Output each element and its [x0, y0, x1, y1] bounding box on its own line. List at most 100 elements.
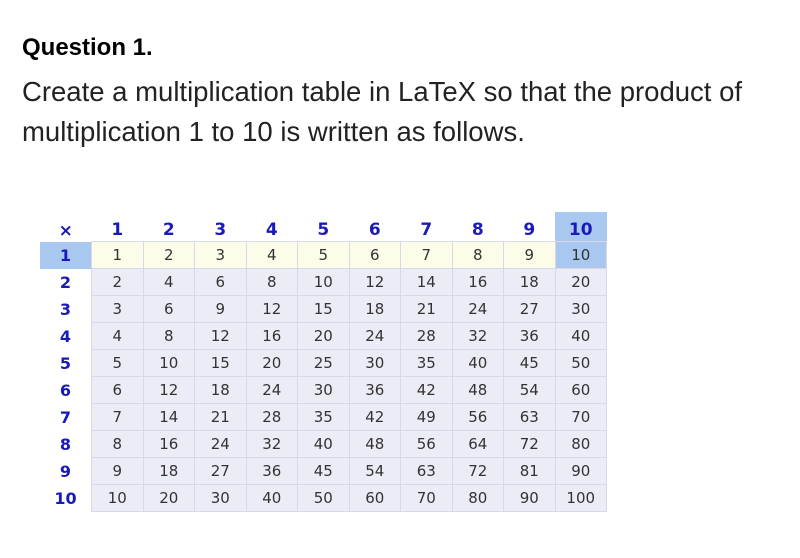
table-cell: 60	[554, 376, 607, 404]
table-cell: 10	[297, 268, 350, 296]
table-cell: 20	[554, 268, 607, 296]
row-header: 2	[59, 272, 72, 292]
table-cell: 2	[142, 241, 195, 269]
table-cell: 54	[503, 376, 556, 404]
table-cell: 12	[142, 376, 195, 404]
table-cell: 30	[554, 295, 607, 323]
table-cell: 42	[348, 403, 401, 431]
table-cell: 12	[245, 295, 298, 323]
column-header: 10	[555, 212, 607, 242]
table-cell: 16	[142, 430, 195, 458]
table-cell: 4	[91, 322, 144, 350]
table-cell: 70	[554, 403, 607, 431]
table-cell: 48	[348, 430, 401, 458]
table-cell: 36	[245, 457, 298, 485]
column-header: 4	[265, 220, 278, 240]
table-cell: 64	[451, 430, 504, 458]
table-cell: 35	[400, 349, 453, 377]
table-cell: 6	[348, 241, 401, 269]
table-cell: 6	[142, 295, 195, 323]
column-header: 1	[111, 220, 124, 240]
table-row: 4 4 8 12 16 20 24 28 32 36 40	[40, 322, 607, 350]
table-cell: 36	[503, 322, 556, 350]
table-cell: 10	[91, 484, 144, 512]
table-cell: 9	[194, 295, 247, 323]
table-cell: 36	[348, 376, 401, 404]
table-cell: 15	[194, 349, 247, 377]
table-cell: 12	[194, 322, 247, 350]
column-header: 7	[420, 220, 433, 240]
table-cell: 3	[91, 295, 144, 323]
column-header: 8	[471, 220, 484, 240]
table-cell: 28	[245, 403, 298, 431]
table-cell: 45	[503, 349, 556, 377]
table-cell: 6	[194, 268, 247, 296]
table-cell: 24	[348, 322, 401, 350]
table-cell: 6	[91, 376, 144, 404]
table-cell: 18	[194, 376, 247, 404]
table-row: 2 2 4 6 8 10 12 14 16 18 20	[40, 268, 607, 296]
row-header: 10	[54, 488, 77, 508]
column-header: 9	[523, 220, 536, 240]
table-cell: 72	[451, 457, 504, 485]
table-cell: 81	[503, 457, 556, 485]
table-cell: 12	[348, 268, 401, 296]
column-header: 2	[162, 220, 175, 240]
table-cell: 8	[451, 241, 504, 269]
table-cell: 70	[400, 484, 453, 512]
table-cell: 40	[297, 430, 350, 458]
table-cell: 40	[245, 484, 298, 512]
table-row: 1 1 2 3 4 5 6 7 8 9 10	[40, 241, 607, 269]
table-cell: 7	[91, 403, 144, 431]
table-cell: 56	[400, 430, 453, 458]
table-cell: 8	[245, 268, 298, 296]
row-header: 5	[59, 353, 72, 373]
table-cell: 24	[245, 376, 298, 404]
table-cell: 90	[554, 457, 607, 485]
table-cell: 16	[451, 268, 504, 296]
table-cell: 27	[503, 295, 556, 323]
table-row: 7 7 14 21 28 35 42 49 56 63 70	[40, 403, 607, 431]
table-row: 8 8 16 24 32 40 48 56 64 72 80	[40, 430, 607, 458]
table-cell: 24	[194, 430, 247, 458]
multiply-icon: ×	[58, 220, 73, 241]
table-cell: 100	[554, 484, 607, 512]
column-header: 5	[317, 220, 330, 240]
table-cell: 1	[91, 241, 144, 269]
table-cell: 7	[400, 241, 453, 269]
row-header: 1	[40, 241, 92, 269]
row-header: 9	[59, 461, 72, 481]
table-cell: 18	[348, 295, 401, 323]
table-cell: 54	[348, 457, 401, 485]
question-text: Create a multiplication table in LaTeX s…	[22, 76, 743, 147]
table-cell: 10	[554, 241, 607, 269]
table-cell: 14	[142, 403, 195, 431]
table-row: 5 5 10 15 20 25 30 35 40 45 50	[40, 349, 607, 377]
table-cell: 32	[245, 430, 298, 458]
table-cell: 24	[451, 295, 504, 323]
row-header: 4	[59, 326, 72, 346]
table-cell: 15	[297, 295, 350, 323]
table-cell: 63	[400, 457, 453, 485]
table-cell: 10	[142, 349, 195, 377]
table-cell: 21	[194, 403, 247, 431]
question-title: Question 1.	[22, 34, 153, 61]
table-cell: 90	[503, 484, 556, 512]
table-cell: 21	[400, 295, 453, 323]
table-cell: 80	[451, 484, 504, 512]
table-cell: 30	[297, 376, 350, 404]
table-cell: 50	[297, 484, 350, 512]
table-cell: 56	[451, 403, 504, 431]
table-cell: 2	[91, 268, 144, 296]
table-cell: 80	[554, 430, 607, 458]
table-cell: 63	[503, 403, 556, 431]
multiplication-table: × 1 2 3 4 5 6 7 8 9 10 1 1 2 3 4 5 6 7 8 9 10 2 2 4 6 8 10 12 14 16 18 2…	[40, 212, 607, 512]
table-cell: 14	[400, 268, 453, 296]
table-cell: 30	[348, 349, 401, 377]
table-cell: 9	[91, 457, 144, 485]
table-cell: 25	[297, 349, 350, 377]
table-cell: 8	[142, 322, 195, 350]
table-cell: 42	[400, 376, 453, 404]
row-header: 6	[59, 380, 72, 400]
table-cell: 4	[142, 268, 195, 296]
